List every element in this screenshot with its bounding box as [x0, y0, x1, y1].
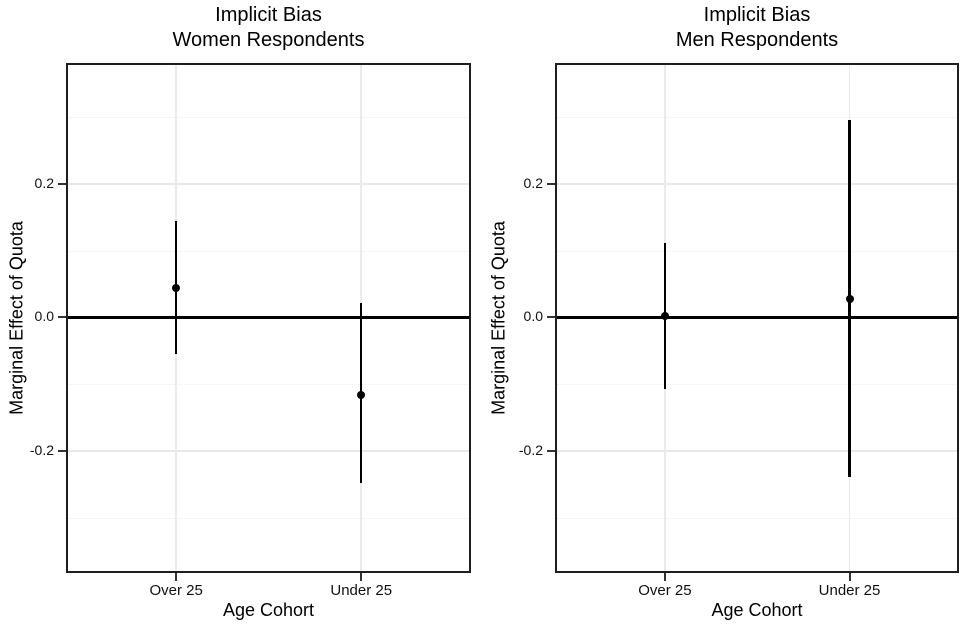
- panel-men-respondents: Implicit Bias Men Respondents Marginal E…: [480, 0, 961, 625]
- y-tick-label: 0.2: [34, 174, 54, 191]
- x-tick-mark: [663, 573, 666, 581]
- y-tick-label: 0.0: [523, 308, 543, 325]
- data-point: [357, 390, 366, 399]
- grid-major-line: [68, 450, 469, 452]
- panel-women-respondents: Implicit Bias Women Respondents Marginal…: [0, 0, 480, 625]
- panel-title-men: Implicit Bias Men Respondents: [555, 3, 959, 53]
- x-tick-label: Over 25: [638, 582, 692, 599]
- title-line-2: Women Respondents: [172, 29, 365, 51]
- y-tick-label: -0.2: [29, 441, 54, 458]
- x-axis-label: Age Cohort: [711, 600, 803, 620]
- x-axis-label: Age Cohort: [222, 600, 315, 620]
- grid-minor-line: [557, 384, 957, 386]
- title-line-1: Implicit Bias: [703, 4, 811, 26]
- title-line-2: Men Respondents: [675, 29, 839, 51]
- grid-major-line: [557, 450, 957, 452]
- x-tick-label: Under 25: [818, 582, 881, 599]
- panel-title-women: Implicit Bias Women Respondents: [66, 3, 471, 53]
- grid-major-line: [557, 183, 957, 185]
- y-tick-mark: [58, 182, 66, 185]
- plot-panel-women: [66, 63, 471, 573]
- zero-reference-line: [557, 315, 957, 319]
- zero-reference-line: [68, 315, 469, 319]
- data-point: [172, 283, 181, 292]
- y-tick-label: 0.0: [34, 308, 54, 325]
- grid-minor-line: [557, 250, 957, 252]
- data-point: [845, 295, 854, 304]
- y-tick-label: 0.2: [523, 174, 543, 191]
- plot-panel-men: [555, 63, 959, 573]
- grid-minor-line: [557, 117, 957, 119]
- y-tick-mark: [58, 316, 66, 319]
- y-tick-mark: [547, 182, 555, 185]
- x-tick-mark: [175, 573, 178, 581]
- x-tick-label: Under 25: [330, 582, 393, 599]
- grid-major-line: [68, 183, 469, 185]
- grid-minor-line: [68, 117, 469, 119]
- y-tick-mark: [58, 449, 66, 452]
- data-point: [660, 311, 669, 320]
- grid-minor-line: [557, 517, 957, 519]
- x-tick-mark: [848, 573, 851, 581]
- grid-minor-line: [68, 517, 469, 519]
- grid-minor-line: [68, 250, 469, 252]
- title-line-1: Implicit Bias: [215, 4, 322, 26]
- y-tick-mark: [547, 316, 555, 319]
- x-tick-label: Over 25: [149, 582, 203, 599]
- y-tick-mark: [547, 449, 555, 452]
- y-tick-label: -0.2: [518, 441, 543, 458]
- x-tick-mark: [360, 573, 363, 581]
- grid-minor-line: [68, 384, 469, 386]
